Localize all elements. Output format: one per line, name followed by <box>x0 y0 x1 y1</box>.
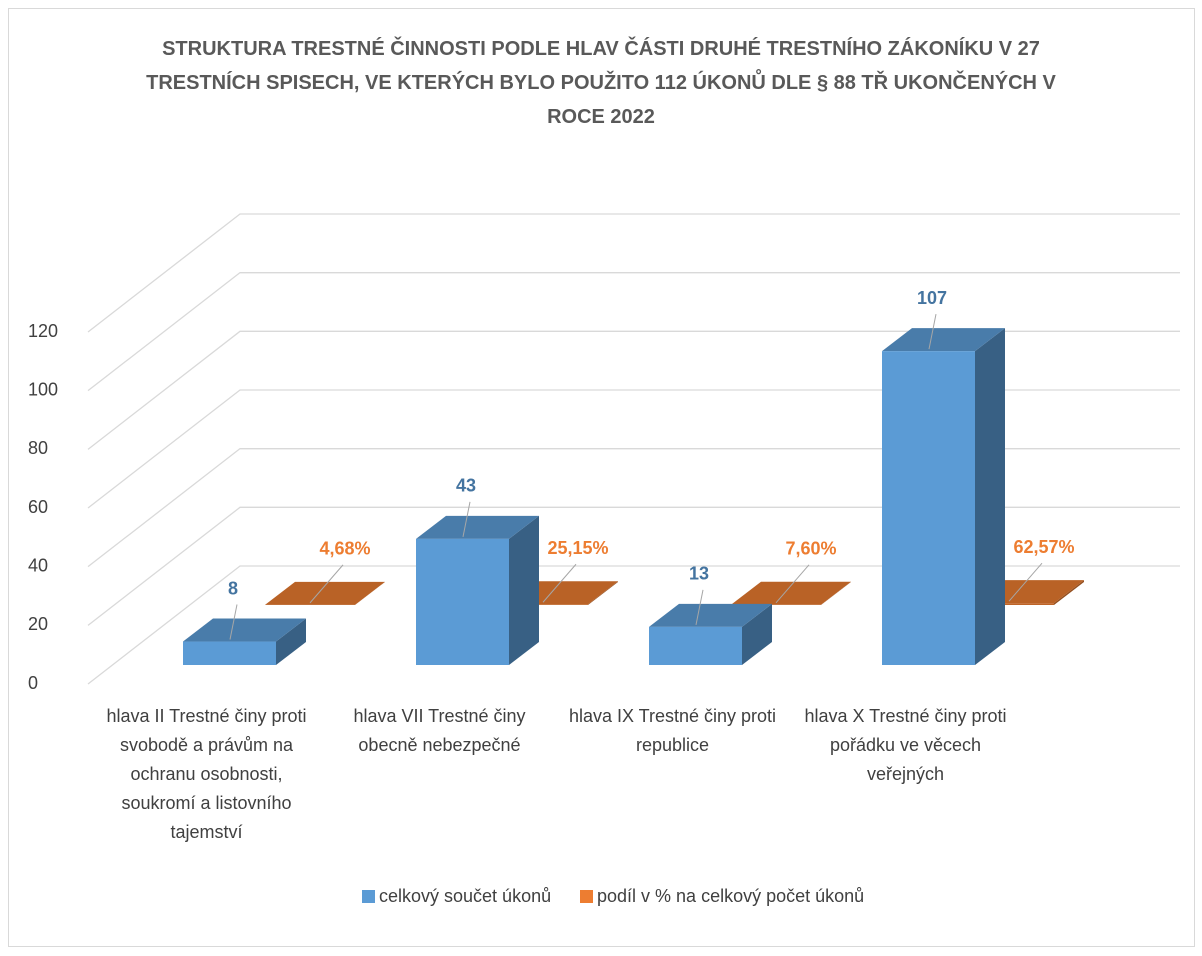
data-label: 13 <box>689 564 709 584</box>
legend-swatch <box>580 890 593 903</box>
grid-line <box>87 565 1180 685</box>
x-tick-label: hlava X Trestné činy proti pořádku ve vě… <box>804 706 1007 784</box>
legend-swatch <box>362 890 375 903</box>
leader-line <box>542 563 577 603</box>
x-tick-label: hlava IX Trestné činy proti republice <box>568 706 777 755</box>
bar-side <box>276 618 306 665</box>
data-label: 107 <box>917 288 947 308</box>
grid-line <box>87 272 1180 392</box>
bar-top <box>183 618 306 642</box>
bar-top <box>416 515 539 539</box>
bar <box>882 351 975 665</box>
bar <box>498 604 588 605</box>
y-tick-label: 40 <box>28 555 48 575</box>
y-tick-label: 20 <box>28 614 48 634</box>
data-label: 62,57% <box>1013 537 1074 557</box>
y-tick-label: 80 <box>28 438 48 458</box>
leader-line <box>462 501 471 537</box>
y-tick-label: 0 <box>28 673 38 693</box>
bar-side <box>509 515 539 665</box>
chart-title: STRUKTURA TRESTNÉ ČINNOSTI PODLE HLAV ČÁ… <box>146 38 1056 128</box>
chart-border <box>8 8 1195 947</box>
x-tick-label: hlava II Trestné činy proti svobodě a pr… <box>106 706 307 842</box>
grid-line <box>87 330 1180 450</box>
y-tick-label: 120 <box>28 321 58 341</box>
bar-side <box>821 581 851 605</box>
leader-line <box>928 314 937 350</box>
bar-top <box>882 328 1005 352</box>
bar <box>649 626 742 665</box>
bar-side <box>1054 580 1084 605</box>
leader-line <box>309 564 344 604</box>
grid-line <box>87 213 1180 333</box>
legend-label: podíl v % na celkový počet úkonů <box>597 886 864 906</box>
data-label: 25,15% <box>547 538 608 558</box>
bar <box>964 603 1054 605</box>
leader-line <box>775 564 810 604</box>
data-label: 7,60% <box>785 539 836 559</box>
bar-side <box>355 581 385 605</box>
bar-side <box>742 603 772 665</box>
data-label: 4,68% <box>319 539 370 559</box>
y-tick-label: 100 <box>28 379 58 399</box>
grid-line <box>87 506 1180 626</box>
leader-line <box>695 589 704 625</box>
bar-side <box>975 328 1005 665</box>
bar-side <box>588 581 618 605</box>
x-tick-label: hlava VII Trestné činy obecně nebezpečné <box>353 706 526 755</box>
grid-line <box>87 389 1180 509</box>
legend-label: celkový součet úkonů <box>379 886 551 906</box>
bar <box>183 641 276 665</box>
leader-line <box>1008 562 1043 602</box>
bar-top <box>731 581 851 605</box>
bar <box>416 538 509 665</box>
leader-line <box>229 604 238 640</box>
bar-top <box>649 603 772 627</box>
bar-top <box>265 581 385 605</box>
data-label: 43 <box>456 476 476 496</box>
data-label: 8 <box>228 578 238 598</box>
grid-line <box>87 448 1180 568</box>
y-tick-label: 60 <box>28 497 48 517</box>
